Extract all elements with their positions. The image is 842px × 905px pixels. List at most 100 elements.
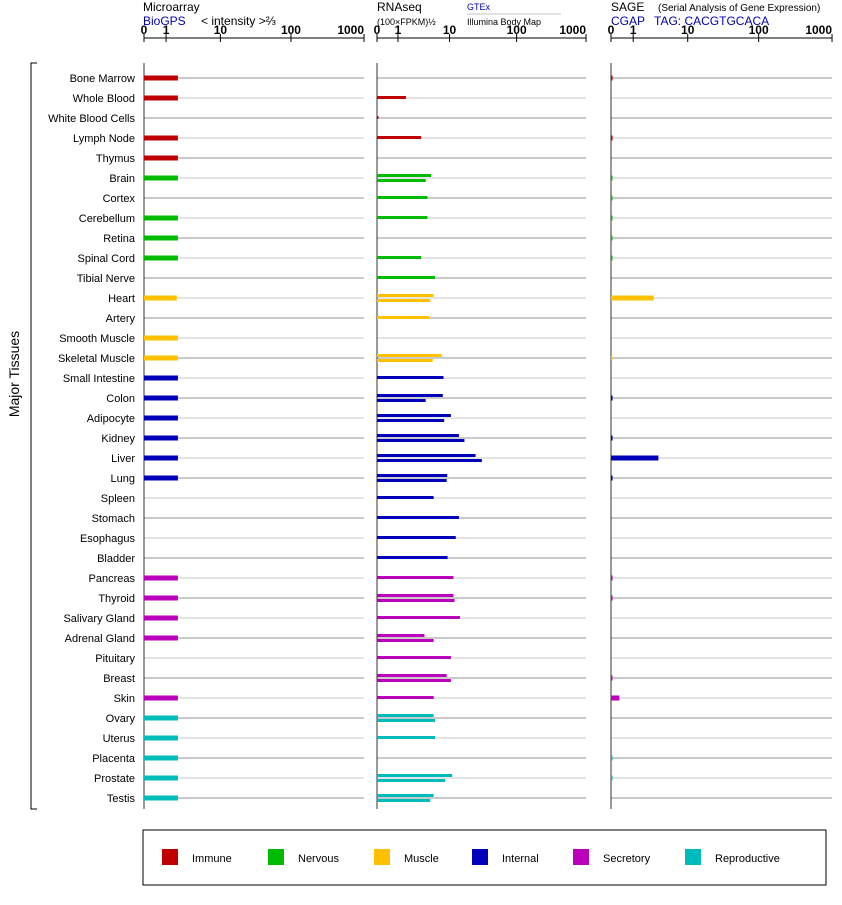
x-tick-label: 10 [214, 23, 228, 37]
tissue-label: Lymph Node [73, 133, 135, 145]
bar [611, 695, 620, 701]
bar [377, 799, 431, 802]
bar [144, 635, 178, 641]
legend-label: Muscle [404, 853, 439, 865]
tissue-label: Esophagus [80, 533, 136, 545]
bar [377, 779, 446, 782]
bar [144, 135, 178, 141]
tissue-label: Pancreas [89, 573, 136, 585]
biogps-source: BioGPS [143, 14, 186, 28]
bar [144, 335, 178, 341]
bar [144, 435, 178, 441]
bar [611, 255, 613, 261]
bar [377, 719, 435, 722]
bar [377, 556, 448, 559]
bar [377, 136, 422, 139]
tissue-label: Bladder [97, 553, 135, 565]
x-tick-label: 0 [608, 23, 615, 37]
bar [377, 454, 476, 457]
bar [144, 255, 178, 261]
cgap-source: CGAP [611, 14, 645, 28]
tissue-label: Colon [106, 393, 135, 405]
x-tick-label: 100 [507, 23, 527, 37]
bar [144, 575, 178, 581]
bar [377, 576, 454, 579]
bar [611, 295, 654, 301]
bar [611, 175, 613, 181]
bar [377, 439, 465, 442]
bar [144, 355, 178, 361]
bar [611, 575, 613, 581]
tissue-bracket [30, 62, 37, 810]
illumina-label: Illumina Body Map [467, 17, 541, 27]
sage-title: SAGE [611, 0, 644, 14]
panel-1: 0 1 10 100 1000 [374, 23, 587, 809]
bar [377, 179, 426, 182]
bar [377, 434, 459, 437]
bar [377, 634, 425, 637]
tissue-label: Artery [106, 313, 136, 325]
legend-label: Reproductive [715, 853, 780, 865]
legend-swatch [374, 849, 390, 865]
tissue-label: Smooth Muscle [59, 333, 135, 345]
bar [144, 215, 178, 221]
bar [377, 479, 447, 482]
bar [377, 459, 482, 462]
bar [377, 216, 428, 219]
panels-layer: 0 1 10 100 1000 0 1 10 100 1000 0 1 10 100 1000 [141, 23, 833, 809]
bar [144, 75, 178, 81]
bar [611, 595, 613, 601]
bar [377, 794, 434, 797]
tissue-label: Salivary Gland [63, 613, 135, 625]
x-tick-label: 10 [681, 23, 695, 37]
bar [377, 536, 456, 539]
bar [377, 594, 454, 597]
tissue-label: Spinal Cord [78, 253, 135, 265]
x-tick-label: 1000 [337, 23, 364, 37]
tissue-label: Skeletal Muscle [58, 353, 135, 365]
bar [611, 395, 613, 401]
tissue-labels-layer: Bone Marrow Whole Blood White Blood Cells L… [48, 73, 136, 805]
tissue-label: Retina [103, 233, 136, 245]
bar [144, 455, 178, 461]
tissue-label: Adipocyte [87, 413, 135, 425]
legend-label: Secretory [603, 853, 651, 865]
tissue-label: Cerebellum [79, 213, 135, 225]
tissue-label: Bone Marrow [70, 73, 135, 85]
bar [611, 755, 613, 761]
bar [611, 775, 613, 781]
bar [611, 75, 613, 81]
bar [377, 399, 426, 402]
x-tick-label: 1000 [805, 23, 832, 37]
bar [377, 196, 428, 199]
bar [377, 276, 435, 279]
tissue-label: Liver [111, 453, 135, 465]
bar [611, 455, 659, 461]
microarray-title: Microarray [143, 0, 200, 14]
bar [377, 256, 422, 259]
bar [377, 419, 445, 422]
bar [144, 375, 178, 381]
rnaseq-title: RNAseq [377, 0, 422, 14]
tissue-label: Placenta [92, 753, 136, 765]
legend-label: Immune [192, 853, 232, 865]
x-tick-label: 0 [141, 23, 148, 37]
bar [377, 174, 432, 177]
x-tick-label: 100 [749, 23, 769, 37]
bar [377, 316, 430, 319]
bar [377, 394, 443, 397]
legend-swatch [685, 849, 701, 865]
bar [611, 435, 613, 441]
legend-swatch [573, 849, 589, 865]
bar [377, 616, 460, 619]
y-axis-label: Major Tissues [6, 331, 22, 417]
bar [377, 656, 451, 659]
x-tick-label: 1 [163, 23, 170, 37]
bar [144, 395, 178, 401]
tissue-label: White Blood Cells [48, 113, 135, 125]
bar [144, 595, 178, 601]
bar [377, 354, 442, 357]
x-tick-label: 10 [443, 23, 457, 37]
bar [377, 714, 434, 717]
